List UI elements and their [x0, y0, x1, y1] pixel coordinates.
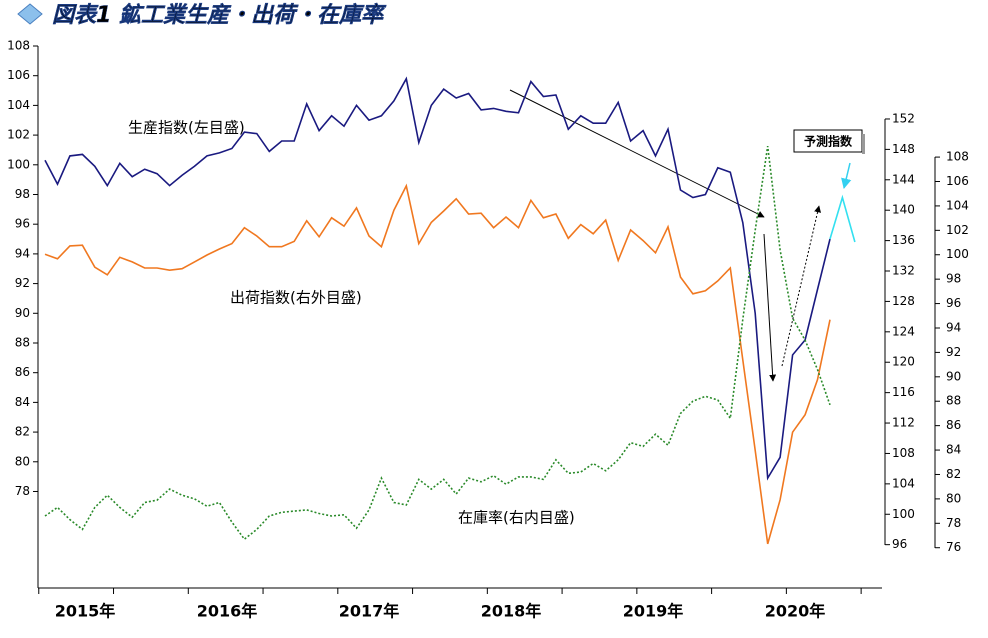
y3-tick-label: 88	[946, 394, 961, 408]
y2-tick-label: 96	[892, 537, 907, 551]
y2-tick-label: 144	[892, 172, 915, 186]
y2-tick-label: 148	[892, 142, 915, 156]
y-tick-label: 80	[15, 454, 30, 468]
y2-tick-label: 108	[892, 446, 915, 460]
arrow	[763, 233, 777, 382]
y3-tick-label: 104	[946, 198, 969, 212]
y3-tick-label: 98	[946, 272, 961, 286]
y3-tick-label: 108	[946, 150, 969, 164]
y-tick-label: 78	[15, 484, 30, 498]
x-tick-label: 2017年	[339, 602, 400, 621]
y2-tick-label: 116	[892, 385, 915, 399]
y-tick-label: 94	[15, 246, 30, 260]
y2-tick-label: 132	[892, 264, 915, 278]
x-tick-label: 2016年	[197, 602, 258, 621]
y-tick-label: 98	[15, 187, 30, 201]
title-icon	[17, 3, 43, 25]
series-line	[829, 194, 856, 243]
y3-tick-label: 100	[946, 247, 969, 261]
y3-tick-label: 94	[946, 320, 961, 334]
chart-title: 図表1 鉱工業生産・出荷・在庫率	[52, 2, 387, 28]
y3-tick-label: 90	[946, 369, 961, 383]
y-tick-label: 106	[7, 68, 30, 82]
y3-tick-label: 76	[946, 540, 961, 554]
y2-tick-label: 100	[892, 507, 915, 521]
x-tick-label: 2020年	[765, 602, 826, 621]
y2-tick-label: 124	[892, 324, 915, 338]
y-tick-label: 86	[15, 365, 30, 379]
y2-tick-label: 104	[892, 476, 915, 490]
y-tick-label: 96	[15, 217, 30, 231]
y3-tick-label: 80	[946, 491, 961, 505]
x-tick-label: 2018年	[481, 602, 542, 621]
y-tick-label: 104	[7, 98, 30, 112]
annotation: 生産指数(左目盛)	[128, 119, 245, 137]
annotation: 予測指数	[804, 134, 853, 149]
y2-tick-label: 140	[892, 203, 915, 217]
y2-tick-label: 112	[892, 416, 915, 430]
annotation-shadow	[862, 134, 865, 154]
x-tick-label: 2019年	[623, 602, 684, 621]
y-tick-label: 102	[7, 128, 30, 142]
y3-tick-label: 86	[946, 418, 961, 432]
y3-tick-label: 78	[946, 516, 961, 530]
arrow	[509, 89, 765, 218]
x-tick-label: 2015年	[55, 602, 116, 621]
y-tick-label: 82	[15, 425, 30, 439]
annotation: 在庫率(右内目盛)	[458, 509, 575, 527]
y3-tick-label: 92	[946, 345, 961, 359]
arrow	[781, 205, 821, 367]
y3-tick-label: 102	[946, 223, 969, 237]
y2-tick-label: 136	[892, 233, 915, 247]
y3-tick-label: 106	[946, 174, 969, 188]
arrow	[841, 162, 852, 190]
y3-tick-label: 96	[946, 296, 961, 310]
y-tick-label: 100	[7, 157, 30, 171]
y-tick-label: 90	[15, 306, 30, 320]
y3-tick-label: 84	[946, 443, 961, 457]
y-tick-label: 92	[15, 276, 30, 290]
y2-tick-label: 128	[892, 294, 915, 308]
series-line	[44, 145, 831, 541]
y-tick-label: 108	[7, 39, 30, 53]
annotation: 出荷指数(右外目盛)	[230, 289, 362, 307]
y-tick-label: 88	[15, 335, 30, 349]
y-tick-label: 84	[15, 395, 30, 409]
series-line	[44, 183, 831, 545]
y2-tick-label: 120	[892, 355, 915, 369]
y3-tick-label: 82	[946, 467, 961, 481]
y2-tick-label: 152	[892, 111, 915, 125]
series-line	[44, 76, 831, 481]
